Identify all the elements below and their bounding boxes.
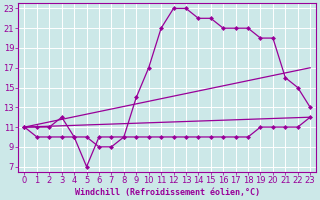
X-axis label: Windchill (Refroidissement éolien,°C): Windchill (Refroidissement éolien,°C) <box>75 188 260 197</box>
